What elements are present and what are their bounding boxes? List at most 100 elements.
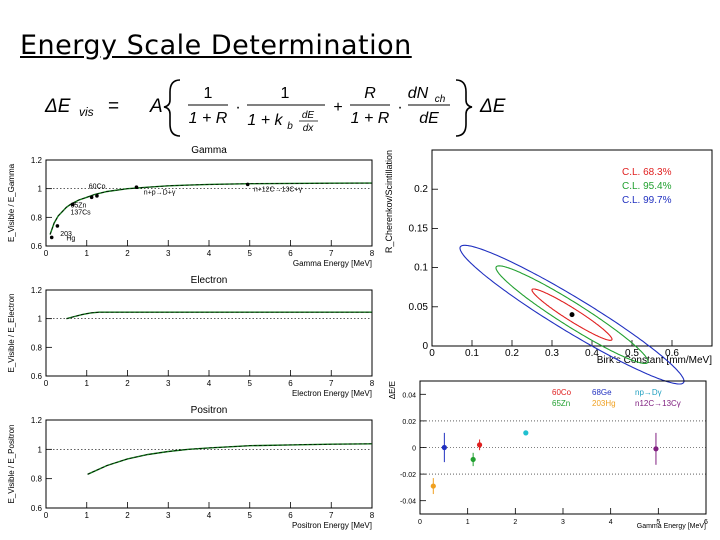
x-tick-label: 6 [288, 379, 293, 388]
legend-entry: C.L. 95.4% [622, 181, 672, 192]
slide-title: Energy Scale Determination [20, 30, 412, 61]
chart-4: 0 1 2 3 4 5 6 -0.04 -0.02 0 0.02 0.04 Gamma Energy [… [388, 380, 708, 530]
x-tick-label: 4 [207, 379, 212, 388]
data-point [55, 224, 60, 228]
x-axis-label: Birk's Constant [mm/MeV] [597, 355, 712, 366]
formula-t2-den-frac-den: dx [303, 123, 315, 134]
x-tick-label: 8 [370, 249, 375, 258]
data-point [430, 483, 436, 489]
series-line [87, 443, 373, 475]
data-point [245, 182, 250, 187]
y-tick-label: 1.2 [31, 286, 43, 295]
data-point [653, 446, 659, 452]
y-tick-label: 0.1 [414, 263, 428, 274]
x-axis-label: Electron Energy [MeV] [292, 389, 372, 398]
formula-lhs-sub: vis [79, 105, 94, 119]
data-point [134, 185, 139, 190]
x-tick-label: 0.5 [625, 348, 639, 359]
legend-entry: np→Dγ [635, 388, 662, 397]
contour-1 [531, 288, 613, 341]
data-point [89, 195, 94, 200]
x-tick-label: 5 [248, 379, 253, 388]
y-tick-label: 1 [38, 445, 43, 454]
x-tick-label: 0.1 [465, 348, 479, 359]
x-tick-label: 1 [85, 379, 90, 388]
point-annotation: 60Co [89, 184, 106, 191]
x-tick-label: 5 [656, 519, 660, 526]
data-point [476, 442, 483, 448]
x-tick-label: 0.6 [665, 348, 679, 359]
y-tick-label: 1 [38, 185, 43, 194]
legend-entry: 65Zn [552, 399, 570, 408]
y-tick-label: 0.15 [409, 223, 429, 234]
x-tick-label: 0.2 [505, 348, 519, 359]
data-point [95, 194, 99, 198]
data-point [71, 202, 75, 207]
x-tick-label: 2 [513, 519, 517, 526]
chart-3: 0 0.1 0.2 0.3 0.4 0.5 0.6 0 0.05 0.1 0.15 0.2 Birk's… [384, 149, 713, 385]
y-tick-label: 0 [412, 446, 416, 453]
x-tick-label: 2 [125, 511, 130, 520]
x-tick-label: 3 [166, 379, 171, 388]
data-point [470, 456, 476, 463]
chart-title: Electron [191, 275, 228, 286]
x-tick-label: 8 [370, 379, 375, 388]
data-point [523, 430, 529, 436]
x-tick-label: 7 [329, 511, 334, 520]
legend-entry: n12C→13Cγ [635, 399, 681, 408]
plot-frame [45, 159, 373, 247]
series-line-fit [66, 311, 372, 320]
formula-lhs: ΔE [44, 96, 71, 117]
x-tick-label: 4 [609, 519, 613, 526]
x-tick-label: 6 [288, 511, 293, 520]
y-tick-label: 0.8 [31, 213, 43, 222]
y-axis-label: E_Visible / E_Positron [7, 424, 16, 503]
formula-t2-den: 1 + k [247, 112, 283, 129]
formula-dot2: · [397, 99, 402, 116]
data-point [49, 235, 54, 240]
chart-title: Positron [191, 405, 228, 416]
x-tick-label: 0 [44, 511, 49, 520]
x-tick-label: 0 [418, 519, 422, 526]
x-tick-label: 1 [85, 511, 90, 520]
x-tick-label: 0 [44, 379, 49, 388]
legend-entry: 68Ge [592, 388, 612, 397]
x-tick-label: 0.3 [545, 348, 559, 359]
series-line-fit [49, 182, 373, 235]
y-tick-label: 0.2 [414, 184, 428, 195]
formula-right-brace [455, 79, 473, 137]
series-line [49, 182, 373, 235]
formula-t2-den-sub: b [287, 121, 293, 132]
x-tick-label: 4 [207, 511, 212, 520]
x-tick-label: 8 [370, 511, 375, 520]
x-axis-label: Positron Energy [MeV] [292, 521, 372, 530]
chart-1: 0 1 2 3 4 5 6 7 8 0.6 0.8 1 1.2 Electron Electron Ener… [7, 275, 375, 398]
y-tick-label: 0.05 [409, 302, 429, 313]
x-tick-label: 1 [85, 249, 90, 258]
plot-frame [45, 289, 373, 377]
plot-frame [431, 149, 713, 347]
formula-t4-num: dN [408, 85, 429, 102]
x-tick-label: 3 [561, 519, 565, 526]
contour-3 [459, 244, 685, 385]
legend-entry: C.L. 68.3% [622, 167, 672, 178]
x-axis-label: Gamma Energy [MeV] [637, 523, 706, 530]
y-tick-label: 0.6 [31, 242, 43, 251]
y-tick-label: 0.6 [31, 504, 43, 513]
legend-entry: C.L. 99.7% [622, 195, 672, 206]
y-tick-label: 1.2 [31, 156, 43, 165]
x-tick-label: 0 [429, 348, 435, 359]
x-tick-label: 5 [248, 249, 253, 258]
x-axis-label: Gamma Energy [MeV] [293, 259, 372, 268]
formula-eq: = [108, 96, 119, 117]
y-tick-label: 0 [422, 341, 428, 352]
x-tick-label: 7 [329, 249, 334, 258]
y-tick-label: 1 [38, 315, 43, 324]
data-point [441, 444, 447, 451]
y-axis-label: E_Visible / E_Gamma [7, 163, 16, 242]
y-tick-label: 0.6 [31, 372, 43, 381]
x-tick-label: 2 [125, 249, 130, 258]
formula-t3-num: R [364, 85, 376, 102]
point-annotation: n+p→D+γ [144, 189, 176, 196]
